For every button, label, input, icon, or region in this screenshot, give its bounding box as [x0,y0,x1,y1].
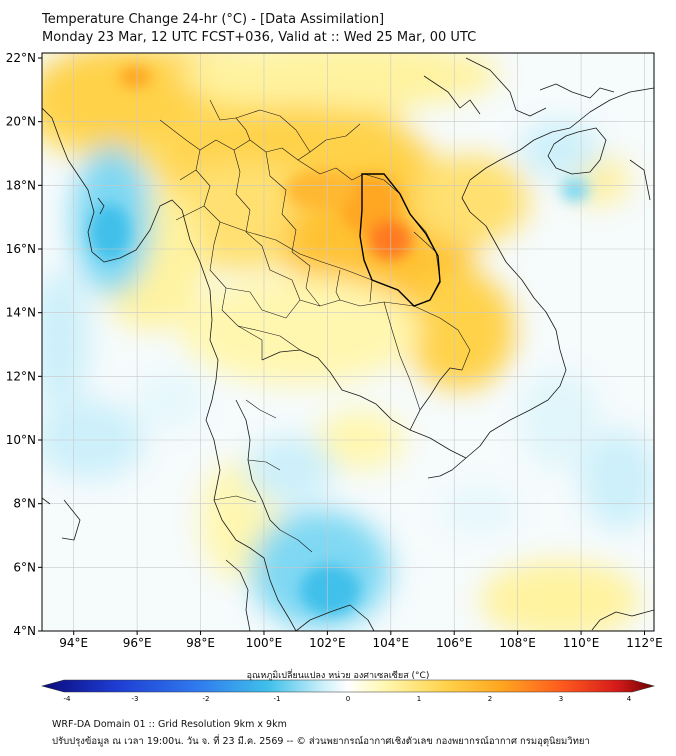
latitude-label: 4°N [13,624,36,638]
latitude-label: 20°N [6,115,36,129]
colorbar-tick-label: -1 [274,695,281,703]
longitude-label: 108°E [499,636,536,650]
colorbar-tick-label: 2 [488,695,492,703]
colorbar-tick-label: -4 [64,695,72,703]
longitude-label: 112°E [626,636,663,650]
longitude-label: 106°E [436,636,473,650]
colorbar: -4 -3 -2 -1 0 1 2 3 4 [40,679,656,703]
colorbar-tick-label: 4 [627,695,632,703]
latitude-label: 16°N [6,242,36,256]
longitude-label: 110°E [563,636,600,650]
latitude-label: 6°N [13,560,36,574]
longitude-label: 100°E [246,636,283,650]
colorbar-ticks: -4 -3 -2 -1 0 1 2 3 4 [64,695,632,703]
map-title: Temperature Change 24-hr (°C) - [Data As… [42,12,385,27]
latitude-label: 18°N [6,178,36,192]
longitude-label: 94°E [59,636,88,650]
latitude-label: 8°N [13,497,36,511]
latitude-label: 14°N [6,306,36,320]
graticule [42,53,654,631]
latitude-label: 12°N [6,369,36,383]
latitude-label: 10°N [6,433,36,447]
longitude-label: 104°E [373,636,410,650]
coastlines [42,57,654,631]
latitude-labels: 22°N 20°N 18°N 16°N 14°N 12°N 10°N 8°N 6°N 4°N [6,51,42,638]
temperature-field [42,53,654,631]
latitude-label: 22°N [6,51,36,65]
footer-model-info: WRF-DA Domain 01 :: Grid Resolution 9km … [52,719,287,730]
longitude-label: 102°E [309,636,346,650]
colorbar-tick-label: 0 [346,695,350,703]
map-frame [41,52,655,632]
longitude-label: 98°E [186,636,215,650]
colorbar-scale [40,679,656,693]
colorbar-label: อุณหภูมิเปลี่ยนแปลง หน่วย องศาเซลเซียส (… [246,671,430,681]
longitude-labels: 94°E 96°E 98°E 100°E 102°E 104°E 106°E 108°E 110… [59,631,663,650]
highlighted-region-border [359,173,441,307]
footer-credit: ปรับปรุงข้อมูล ณ เวลา 19:00น. วัน จ. ที่… [52,736,590,747]
map-subtitle: Monday 23 Mar, 12 UTC FCST+036, Valid at… [42,30,477,45]
longitude-label: 96°E [123,636,152,650]
colorbar-tick-label: 1 [417,695,421,703]
colorbar-tick-label: -2 [203,695,210,703]
colorbar-tick-label: -3 [132,695,139,703]
colorbar-tick-label: 3 [559,695,563,703]
